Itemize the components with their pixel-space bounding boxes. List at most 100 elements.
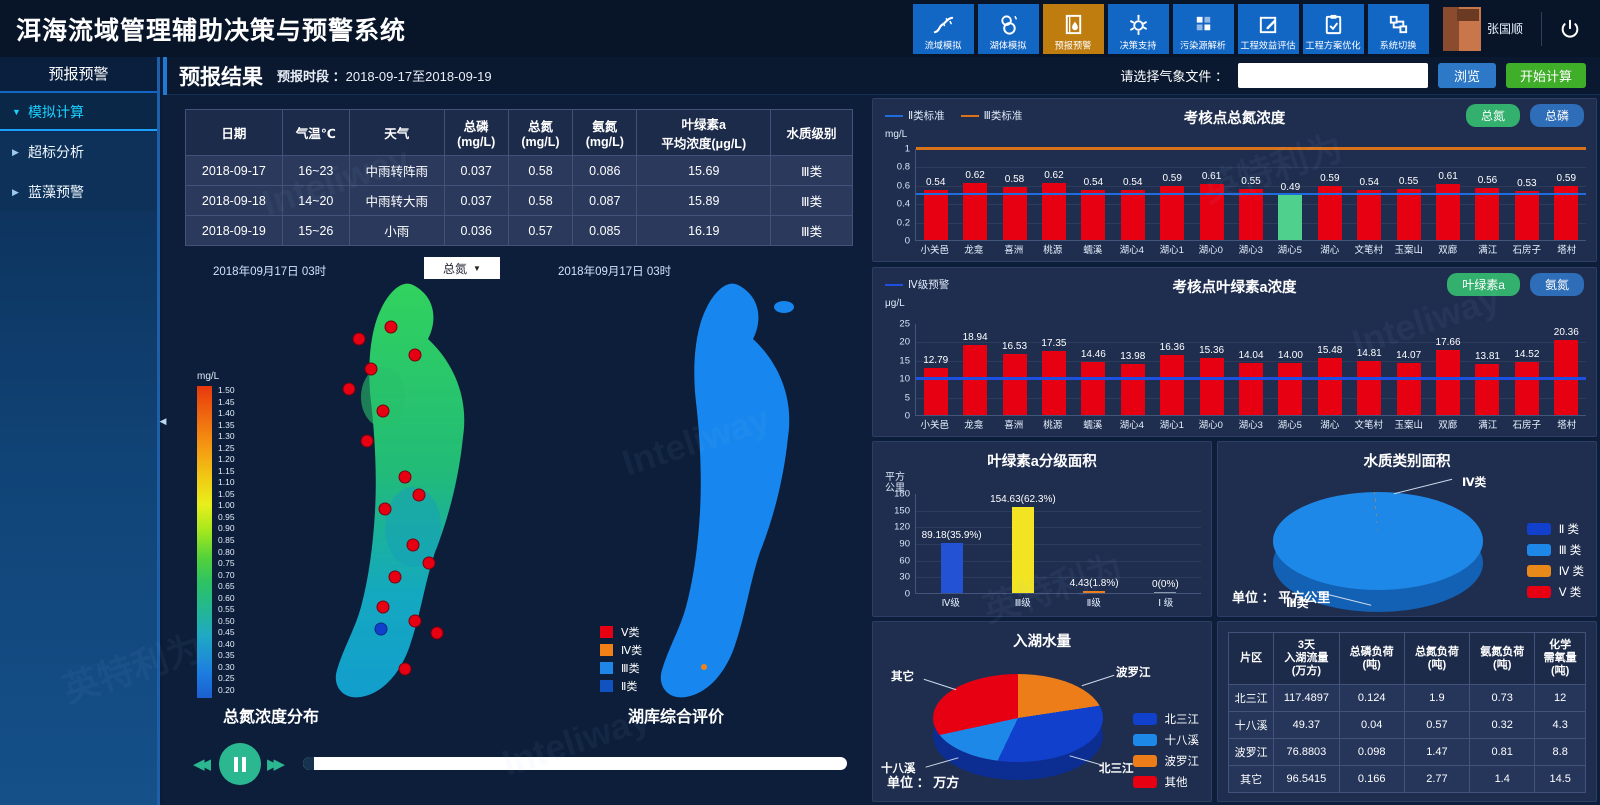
plot-area: 0.54 0.62 0.58 0.62 0.54 0.54 0.59 0.61 0.55 0.49… xyxy=(915,146,1586,241)
nav-switch[interactable]: 系统切换 xyxy=(1367,4,1429,54)
nav-clipboard[interactable]: 工程方案优化 xyxy=(1302,4,1364,54)
legend-item: Ⅱ类 xyxy=(600,677,642,695)
station-marker[interactable] xyxy=(352,332,366,346)
station-marker[interactable] xyxy=(376,404,390,418)
chart-toggle-总氮[interactable]: 总氮 xyxy=(1465,103,1520,127)
column-header: 天气 xyxy=(348,109,445,156)
inflow-pie-zone: 波罗江 北三江 十八溪 其它 北三江 十八溪 波罗江 其他 xyxy=(873,652,1211,801)
forecast-period: 预报时段 ：2018-09-17至2018-09-19 xyxy=(277,69,492,84)
tn-x-labels: 小关邑 龙龛 喜洲 桃源 蠕溪 湖心4 湖心1 湖心0 湖心3 湖心5 湖心 文笔村 玉案山 双廊 满江 石房… xyxy=(915,241,1586,256)
bar: 14.04 xyxy=(1238,350,1264,415)
chla-chart-unit: μg/L xyxy=(885,298,905,309)
bar: 0.56 xyxy=(1475,175,1500,240)
weather-file-input[interactable] xyxy=(1237,63,1428,88)
chart-toggle-氨氮[interactable]: 氨氮 xyxy=(1529,272,1584,296)
station-marker[interactable] xyxy=(422,556,436,570)
tn-bar-chart: 1 0.8 0.6 0.4 0.2 0 0.54 0.62 0.58 0.62 0.54 0.54 0.… xyxy=(883,144,1586,247)
x-label: 湖心4 xyxy=(1119,245,1145,256)
nav-grid[interactable]: 污染源解析 xyxy=(1172,4,1234,54)
bar: 15.36 xyxy=(1199,345,1224,415)
nav-river[interactable]: 流域模拟 xyxy=(912,4,974,54)
nav-edit[interactable]: 工程效益评估 xyxy=(1237,4,1299,54)
table-row: 十八溪 49.37 0.04 0.57 0.32 4.3 xyxy=(1227,711,1586,739)
station-marker[interactable] xyxy=(376,600,390,614)
chart-toggle-总磷[interactable]: 总磷 xyxy=(1529,103,1584,127)
x-label: 满江 xyxy=(1477,245,1497,256)
station-marker[interactable] xyxy=(408,348,422,362)
nav-forecast[interactable]: 预报预警 xyxy=(1042,4,1104,54)
nav-gear[interactable]: 决策支持 xyxy=(1107,4,1169,54)
sidebar-collapse-handle[interactable]: ◀ xyxy=(159,415,167,426)
legend-item: Ⅲ 类 xyxy=(1526,539,1584,560)
legend-item: 十八溪 xyxy=(1132,729,1199,750)
chla-area-x-labels: Ⅳ级 Ⅲ级 Ⅱ级 Ⅰ 级 xyxy=(915,594,1201,609)
station-marker[interactable] xyxy=(360,434,374,448)
map-caption-tn: 总氮浓度分布 xyxy=(223,709,320,726)
bar: 16.36 xyxy=(1160,342,1185,415)
sidebar-item-超标分析[interactable]: ▶ 超标分析 xyxy=(0,133,157,171)
station-marker[interactable] xyxy=(384,320,398,334)
colorbar-tick: 1.00 xyxy=(218,500,235,511)
nav-lake[interactable]: 湖体模拟 xyxy=(977,4,1039,54)
station-marker[interactable] xyxy=(412,488,426,502)
pause-button[interactable] xyxy=(219,743,261,785)
inflow-pie-unit: 单位 ： 万方 xyxy=(887,775,960,790)
gear-icon xyxy=(1130,14,1147,36)
bar: 0.62 xyxy=(1041,170,1066,240)
column-header: 水质级别 xyxy=(770,109,853,156)
bar: 14.52 xyxy=(1514,349,1539,415)
x-label: 龙龛 xyxy=(964,245,984,256)
clipboard-icon xyxy=(1325,14,1342,35)
bar: 0.49 xyxy=(1278,182,1303,240)
chart-toggle-叶绿素a[interactable]: 叶绿素a xyxy=(1447,272,1520,296)
x-label: 喜洲 xyxy=(1004,420,1024,431)
station-marker-blue[interactable] xyxy=(374,622,388,636)
bar: 17.66 xyxy=(1436,337,1461,415)
user-box[interactable]: 张国顺 xyxy=(1442,6,1523,51)
bar: 0.62 xyxy=(963,170,988,240)
map-parameter-dropdown[interactable]: 总氮 ▼ xyxy=(424,257,500,279)
edit-icon xyxy=(1259,16,1277,34)
inflow-pie xyxy=(933,674,1103,762)
station-marker[interactable] xyxy=(364,362,378,376)
colorbar-tick: 1.05 xyxy=(218,488,235,499)
station-marker[interactable] xyxy=(408,614,422,628)
bar: 0.58 xyxy=(1002,174,1027,240)
column-header: 片区 xyxy=(1227,632,1275,685)
sidebar-item-蓝藻预警[interactable]: ▶ 蓝藻预警 xyxy=(0,173,157,211)
rewind-button[interactable]: ◀◀ xyxy=(193,756,211,773)
power-button[interactable] xyxy=(1550,9,1590,49)
bar: 15.48 xyxy=(1317,345,1342,415)
tn-distribution-map: 2018年09月17日 03时 总氮 ▼ mg/L 1.50 1.45 1.40 1.3… xyxy=(183,251,528,731)
main-area: 预报结果 预报时段 ：2018-09-17至2018-09-19 请选择气象文件… xyxy=(163,57,1600,805)
x-label: 文笔村 xyxy=(1354,245,1384,256)
app-title: 洱海流域管理辅助决策与预警系统 xyxy=(16,16,407,45)
station-marker[interactable] xyxy=(378,502,392,516)
station-marker[interactable] xyxy=(406,538,420,552)
map-caption-evaluation: 湖库综合评价 xyxy=(628,709,725,726)
user-name: 张国顺 xyxy=(1486,22,1523,36)
station-marker[interactable] xyxy=(388,570,402,584)
x-label: 桃源 xyxy=(1043,245,1063,256)
colorbar-unit: mg/L xyxy=(197,371,220,382)
legend-item: Ⅳ级预警 xyxy=(885,277,949,292)
bar: 14.81 xyxy=(1357,348,1382,415)
colorbar-tick: 0.40 xyxy=(218,638,235,649)
x-label: 湖心4 xyxy=(1119,420,1145,431)
colorbar-tick: 0.85 xyxy=(218,535,235,545)
lake-evaluation-map: 2018年09月17日 03时 Ⅴ类 Ⅳ类 Ⅲ类 Ⅱ类 湖库综合评价 xyxy=(528,251,863,731)
station-marker[interactable] xyxy=(342,382,356,396)
sidebar-item-模拟计算[interactable]: ▼ 模拟计算 xyxy=(0,93,157,131)
start-calc-button[interactable]: 开始计算 xyxy=(1505,63,1586,88)
station-marker[interactable] xyxy=(430,626,444,640)
station-marker[interactable] xyxy=(398,470,412,484)
station-marker[interactable] xyxy=(398,662,412,676)
legend-item: Ⅳ类 xyxy=(600,641,642,659)
chla-area-bar-chart: 180 150 120 90 60 30 0 89.18(35.9%) 154.63(62.3%… xyxy=(883,489,1201,600)
timeline-progress-bar[interactable] xyxy=(303,757,847,770)
bar: 14.46 xyxy=(1081,349,1106,415)
browse-button[interactable]: 浏览 xyxy=(1437,63,1496,88)
fast-forward-button[interactable]: ▶▶ xyxy=(267,756,285,773)
x-label: 湖心1 xyxy=(1159,245,1184,256)
